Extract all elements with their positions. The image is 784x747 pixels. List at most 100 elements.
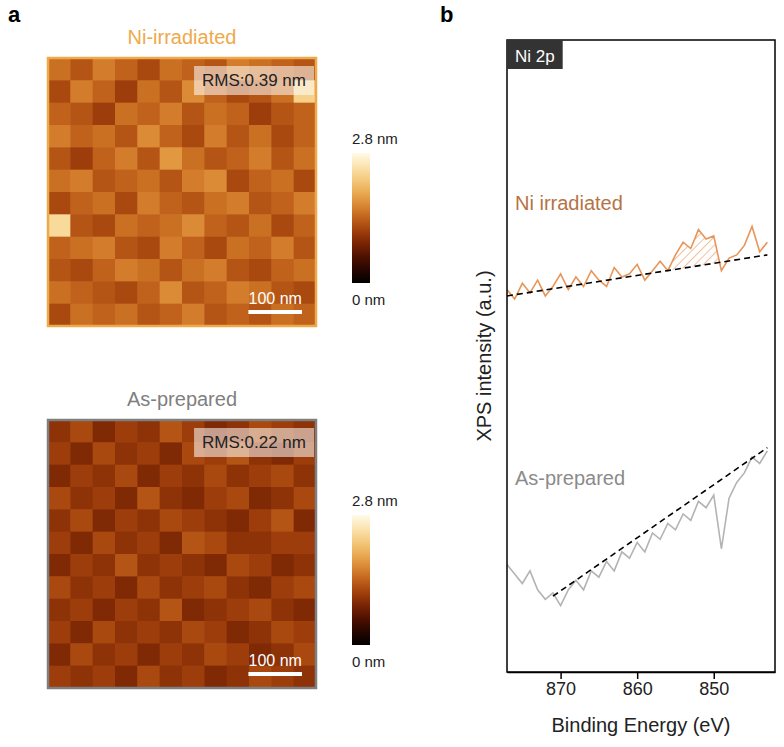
height-cell <box>249 465 272 488</box>
scale-bar <box>248 672 302 676</box>
height-cell <box>93 420 116 443</box>
height-cell <box>93 147 116 170</box>
x-axis: 870 860 850 <box>508 672 776 699</box>
colorbar-label: 0 nm <box>352 653 385 670</box>
height-cell <box>271 259 294 282</box>
height-cell <box>227 666 250 689</box>
height-cell <box>227 304 250 327</box>
height-cell <box>182 532 205 555</box>
height-cell <box>115 103 138 126</box>
height-cell <box>137 532 160 555</box>
height-cell <box>160 80 183 103</box>
height-cell <box>294 304 317 327</box>
height-cell <box>294 621 317 644</box>
height-cell <box>115 442 138 465</box>
height-cell <box>115 147 138 170</box>
height-cell <box>182 103 205 126</box>
height-cell <box>48 237 71 260</box>
height-cell <box>160 509 183 532</box>
image-frame <box>48 58 316 326</box>
height-cell <box>204 599 227 622</box>
height-cell <box>249 237 272 260</box>
height-cell <box>182 304 205 327</box>
height-cell <box>160 259 183 282</box>
height-cell <box>137 509 160 532</box>
height-cell <box>227 259 250 282</box>
height-cell <box>204 621 227 644</box>
height-cell <box>160 465 183 488</box>
height-cell <box>271 487 294 510</box>
height-cell <box>294 599 317 622</box>
height-cell <box>294 532 317 555</box>
height-cell <box>249 532 272 555</box>
height-cell <box>70 465 93 488</box>
height-cell <box>249 259 272 282</box>
height-cell <box>93 576 116 599</box>
height-cell <box>204 487 227 510</box>
height-cell <box>93 643 116 666</box>
height-cell <box>48 214 71 237</box>
height-cell <box>271 465 294 488</box>
height-cell <box>93 58 116 81</box>
height-cell <box>115 509 138 532</box>
height-cell <box>48 621 71 644</box>
cells <box>48 420 317 689</box>
height-cell <box>70 554 93 577</box>
height-cell <box>160 532 183 555</box>
height-cell <box>115 465 138 488</box>
height-cell <box>137 192 160 215</box>
height-cell <box>204 576 227 599</box>
x-tick: 870 <box>546 672 576 699</box>
height-cell <box>48 599 71 622</box>
height-cell <box>93 192 116 215</box>
height-cell <box>160 442 183 465</box>
height-cell <box>249 103 272 126</box>
height-cell <box>227 214 250 237</box>
height-cell <box>160 214 183 237</box>
x-tick: 850 <box>699 672 729 699</box>
spectrum <box>507 226 767 299</box>
scale-bar <box>248 310 302 314</box>
rms-label: RMS:0.39 nm <box>202 71 306 90</box>
spectrum-title: Ni 2p <box>515 47 555 66</box>
x-tick: 860 <box>623 672 653 699</box>
height-cell <box>70 666 93 689</box>
scale-bar-label: 100 nm <box>249 290 302 307</box>
height-cell <box>227 192 250 215</box>
height-cell <box>48 125 71 148</box>
height-cell <box>249 666 272 689</box>
height-cell <box>160 192 183 215</box>
height-cell <box>115 554 138 577</box>
height-cell <box>227 170 250 193</box>
height-cell <box>115 621 138 644</box>
height-cell <box>48 576 71 599</box>
height-cell <box>93 487 116 510</box>
height-cell <box>48 532 71 555</box>
height-cell <box>48 80 71 103</box>
height-cell <box>204 304 227 327</box>
height-cell <box>48 304 71 327</box>
height-cell <box>182 147 205 170</box>
height-cell <box>115 170 138 193</box>
x-axis-title: Binding Energy (eV) <box>552 714 731 736</box>
height-cell <box>93 621 116 644</box>
height-cell <box>48 554 71 577</box>
height-cell <box>70 643 93 666</box>
height-cell <box>160 621 183 644</box>
height-cell <box>204 532 227 555</box>
height-cell <box>137 170 160 193</box>
height-cell <box>182 576 205 599</box>
height-cell <box>160 281 183 304</box>
colorbar <box>352 515 370 645</box>
height-cell <box>227 237 250 260</box>
height-cell <box>249 214 272 237</box>
height-cell <box>137 442 160 465</box>
x-tick-label: 870 <box>546 679 576 699</box>
figure: aNi-irradiatedRMS:0.39 nm100 nm2.8 nm0 n… <box>0 0 784 747</box>
height-cell <box>160 58 183 81</box>
height-cell <box>93 509 116 532</box>
afm-panel: aNi-irradiatedRMS:0.39 nm100 nm2.8 nm0 n… <box>8 2 398 327</box>
height-cell <box>227 509 250 532</box>
height-cell <box>204 214 227 237</box>
height-cell <box>204 554 227 577</box>
